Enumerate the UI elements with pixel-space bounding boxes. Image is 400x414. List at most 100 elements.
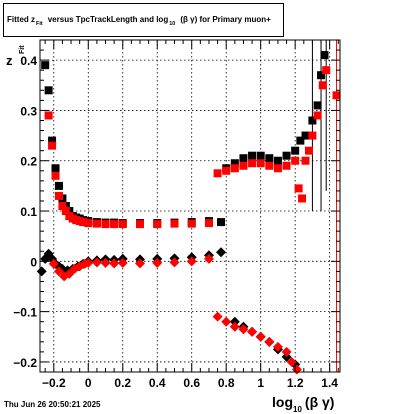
data-point-square bbox=[291, 146, 300, 155]
data-point-square bbox=[256, 159, 265, 168]
y-tick-label: 0.1 bbox=[20, 205, 37, 219]
y-tick-label: 0.4 bbox=[20, 54, 37, 68]
data-point-square bbox=[239, 154, 248, 163]
data-point-square bbox=[256, 151, 265, 160]
data-point-square bbox=[265, 161, 274, 170]
data-point-square bbox=[118, 220, 127, 229]
data-point-diamond bbox=[272, 341, 283, 352]
data-point-diamond bbox=[83, 257, 94, 268]
data-point-square bbox=[92, 219, 101, 228]
data-point-square bbox=[61, 207, 70, 216]
data-point-square bbox=[204, 219, 213, 228]
data-point-diamond bbox=[152, 257, 163, 268]
data-point-square bbox=[54, 191, 63, 200]
timestamp: Thu Jun 26 20:50:21 2025 bbox=[4, 400, 101, 409]
x-tick-label: 1.4 bbox=[321, 376, 338, 390]
data-point-square bbox=[58, 202, 67, 210]
data-point-square bbox=[322, 66, 331, 75]
data-point-square bbox=[332, 91, 341, 100]
data-point-diamond bbox=[64, 268, 75, 279]
data-point-square bbox=[170, 219, 179, 228]
data-point-square bbox=[79, 218, 88, 227]
y-tick-label: −0.1 bbox=[13, 306, 37, 320]
data-point-square bbox=[273, 164, 282, 173]
data-point-diamond bbox=[117, 257, 128, 268]
data-point-diamond bbox=[48, 258, 59, 269]
data-point-diamond bbox=[91, 257, 102, 268]
x-tick-label: 0.4 bbox=[149, 376, 166, 390]
data-point-square bbox=[265, 154, 274, 163]
data-point-diamond bbox=[169, 257, 180, 268]
data-point-square bbox=[44, 111, 53, 120]
data-point-diamond bbox=[53, 266, 64, 277]
data-point-square bbox=[136, 220, 144, 229]
data-point-diamond bbox=[216, 247, 227, 258]
x-tick-label: 0.6 bbox=[183, 376, 200, 390]
data-point-diamond bbox=[203, 253, 214, 264]
data-point-square bbox=[84, 219, 93, 228]
data-point-square bbox=[313, 101, 322, 110]
data-point-diamond bbox=[238, 324, 249, 335]
y-tick-label: −0.2 bbox=[13, 356, 37, 370]
plot-frame bbox=[39, 39, 341, 373]
data-point-square bbox=[101, 220, 110, 229]
chart-title: Fitted zFit versus TpcTrackLength and log… bbox=[3, 3, 284, 37]
data-point-diamond bbox=[255, 331, 266, 342]
data-point-square bbox=[51, 164, 60, 173]
x-tick-label: 0.2 bbox=[114, 376, 131, 390]
x-tick-label: 1.2 bbox=[287, 376, 304, 390]
y-tick-label: 0 bbox=[30, 255, 37, 269]
data-point-square bbox=[298, 194, 307, 203]
data-point-diamond bbox=[286, 356, 297, 367]
data-point-square bbox=[301, 131, 310, 140]
data-point-square bbox=[320, 51, 329, 60]
data-point-square bbox=[41, 61, 50, 70]
data-point-diamond bbox=[229, 321, 240, 332]
data-point-diamond bbox=[281, 346, 292, 357]
data-point-square bbox=[48, 141, 57, 150]
data-point-diamond bbox=[247, 326, 258, 337]
data-point-square bbox=[248, 159, 257, 168]
x-tick-label: 1 bbox=[257, 376, 264, 390]
data-point-square bbox=[308, 116, 317, 125]
data-point-square bbox=[301, 156, 310, 165]
data-point-square bbox=[317, 71, 326, 80]
data-point-diamond bbox=[212, 311, 223, 322]
data-point-diamond bbox=[109, 258, 120, 269]
data-point-diamond bbox=[264, 336, 275, 347]
x-tick-label: 0.8 bbox=[218, 376, 235, 390]
y-axis-label: z Fit bbox=[6, 45, 26, 68]
data-point-diamond bbox=[229, 316, 240, 327]
data-point-square bbox=[282, 151, 291, 160]
y-tick-label: 0.3 bbox=[20, 104, 37, 118]
data-point-square bbox=[282, 161, 291, 170]
x-axis-label: log10 (β γ) bbox=[272, 394, 335, 414]
data-point-diamond bbox=[281, 351, 292, 362]
x-tick-label: 0 bbox=[85, 376, 92, 390]
data-point-square bbox=[230, 159, 239, 168]
data-point-square bbox=[222, 166, 231, 175]
data-point-square bbox=[217, 218, 226, 227]
data-point-square bbox=[296, 136, 305, 145]
data-point-square bbox=[153, 220, 162, 229]
data-point-square bbox=[239, 161, 248, 170]
data-point-square bbox=[318, 81, 327, 90]
data-point-square bbox=[248, 151, 257, 160]
data-point-diamond bbox=[186, 256, 197, 267]
data-point-diamond bbox=[221, 316, 232, 327]
data-point-square bbox=[291, 156, 300, 165]
data-point-square bbox=[54, 181, 63, 190]
y-tick-label: 0.2 bbox=[20, 155, 37, 169]
data-point-square bbox=[110, 220, 119, 229]
data-point-square bbox=[51, 171, 60, 180]
data-point-square bbox=[313, 111, 322, 120]
data-point-square bbox=[213, 169, 222, 178]
plot-background bbox=[40, 40, 340, 372]
data-point-square bbox=[187, 219, 196, 228]
data-point-square bbox=[308, 131, 317, 140]
data-point-square bbox=[304, 146, 313, 155]
data-point-square bbox=[273, 156, 282, 165]
data-point-diamond bbox=[135, 258, 145, 269]
data-point-diamond bbox=[100, 257, 111, 268]
